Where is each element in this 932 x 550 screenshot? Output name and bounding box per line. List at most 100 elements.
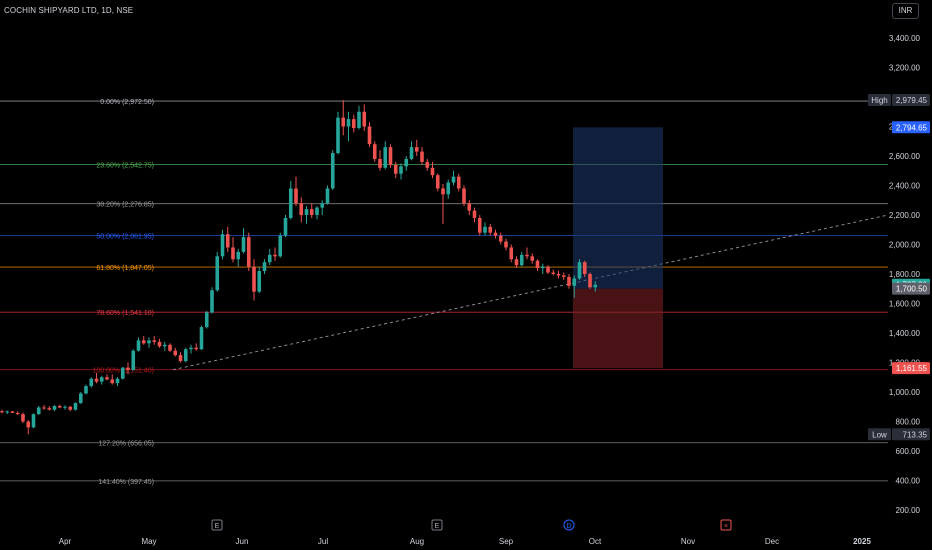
candle-body [89, 378, 94, 387]
time-tick-label: May [141, 537, 156, 546]
candle-body [367, 126, 372, 145]
time-axis[interactable]: Apr May Jun Jul Aug Sep Oct Nov Dec 2025 [59, 537, 872, 546]
candle [315, 206, 319, 220]
candle-body [425, 161, 430, 168]
candle-body [572, 278, 577, 286]
candle-body [157, 341, 162, 347]
candle-body [577, 262, 582, 279]
candle-body [435, 175, 440, 189]
candle [593, 281, 598, 292]
candle [294, 176, 298, 207]
candle-body [283, 217, 288, 236]
candle-body [94, 378, 99, 382]
price-axis-tag: High 2,979.45 [868, 94, 930, 107]
candle-body [241, 237, 246, 252]
fib-level-label: 141.40% (397.45) [98, 479, 154, 486]
stop-loss-zone[interactable] [573, 288, 663, 369]
candle-body [231, 247, 235, 260]
dividend-marker[interactable] [563, 519, 575, 531]
candle-body [68, 406, 73, 410]
candle [435, 173, 440, 192]
candle [425, 158, 430, 171]
candle-body [199, 327, 204, 350]
candle-body [63, 406, 67, 408]
currency-badge[interactable]: INR [892, 3, 919, 19]
profit-target-zone[interactable] [573, 127, 663, 289]
candle [252, 259, 256, 301]
price-tag-value: 2,979.45 [896, 96, 928, 105]
candle [456, 173, 461, 192]
candle [105, 374, 109, 381]
candle-body [204, 312, 209, 328]
candle-body [467, 203, 472, 211]
candle-body [115, 378, 120, 384]
candle [189, 344, 193, 354]
earnings-marker-glyph: E [435, 523, 440, 530]
earnings-marker[interactable] [431, 519, 443, 531]
candle-body [567, 276, 571, 286]
candle-body [404, 158, 409, 167]
price-tick-label: 2,400.00 [889, 182, 921, 191]
candle [84, 384, 88, 395]
candle-body [388, 147, 393, 165]
symbol-title[interactable]: COCHIN SHIPYARD LTD, 1D, NSE [4, 6, 134, 15]
fib-level-label: 23.60% (2,542.75) [96, 162, 154, 169]
candle [546, 265, 550, 274]
fib-level-label: 0.00% (2,972.50) [100, 99, 154, 106]
candle-body [493, 232, 498, 236]
candle [241, 228, 246, 254]
price-tick-label: 1,600.00 [889, 300, 921, 309]
candle [94, 372, 99, 384]
candle [215, 251, 220, 292]
candle-body [535, 260, 540, 269]
candle [99, 375, 104, 385]
candle [519, 251, 524, 267]
candle [320, 200, 325, 215]
candle [514, 256, 519, 269]
price-tick-label: 600.00 [896, 447, 921, 456]
candle [21, 412, 25, 423]
candle-body [15, 412, 20, 415]
candle [5, 410, 10, 415]
candle [220, 229, 225, 260]
trend-line[interactable] [172, 214, 889, 371]
candle [304, 206, 309, 224]
time-tick-label: Jul [318, 537, 328, 546]
candle [194, 343, 199, 351]
candle [131, 349, 136, 371]
candle [551, 269, 556, 276]
price-tag-value: 1,700.50 [896, 285, 928, 294]
trend-line-segment[interactable] [172, 214, 889, 371]
time-tick-label: Apr [59, 537, 72, 546]
candle-body [525, 254, 529, 257]
fib-level-label: 127.20% (656.05) [98, 441, 154, 448]
event-markers[interactable]: E E D × [211, 519, 732, 531]
split-marker[interactable] [720, 519, 732, 531]
candle [567, 274, 571, 289]
candle [393, 161, 398, 179]
earnings-marker[interactable] [211, 519, 223, 531]
price-axis-tag: 2,794.65 [892, 121, 930, 134]
candle [561, 272, 566, 280]
dividend-marker-glyph: D [566, 523, 571, 530]
long-position-tool[interactable] [573, 127, 663, 369]
candle-body [588, 274, 592, 288]
time-tick-label: Nov [681, 537, 695, 546]
candle [52, 405, 57, 412]
candle [236, 248, 241, 267]
candle [162, 341, 167, 351]
candle-body [36, 407, 41, 415]
fib-level-label: 61.80% (1,847.05) [96, 265, 154, 272]
price-axis[interactable]: 3,400.003,200.002,800.002,600.002,400.00… [889, 34, 921, 515]
candle [572, 275, 577, 298]
candle-body [110, 379, 115, 384]
fibonacci-retracement[interactable]: 0.00% (2,972.50) 23.60% (2,542.75) 38.20% … [0, 99, 888, 486]
candle-body [372, 144, 377, 159]
candle-body [540, 266, 545, 269]
candle [483, 222, 487, 236]
candle [73, 402, 78, 411]
price-tick-label: 1,400.00 [889, 329, 921, 338]
candle [472, 207, 477, 223]
candle [451, 170, 456, 186]
